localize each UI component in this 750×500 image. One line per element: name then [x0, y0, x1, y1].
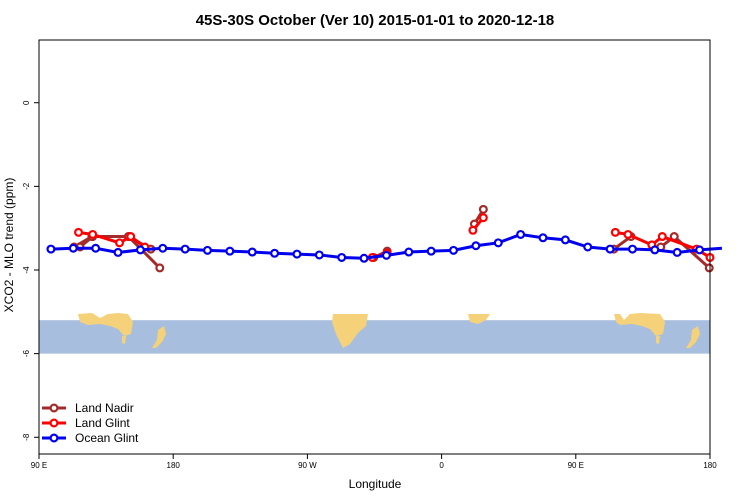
x-tick-label: 180: [167, 461, 181, 470]
data-point: [115, 238, 125, 248]
plot-frame: [38, 39, 711, 455]
data-point: [158, 243, 168, 253]
data-point: [404, 247, 414, 257]
data-point: [292, 249, 302, 259]
data-point: [68, 243, 78, 253]
y-tick-label: -2: [22, 182, 31, 190]
y-axis-ticks: 0 -2 -4 -6 -8: [22, 100, 39, 441]
legend-label: Land Glint: [75, 416, 130, 430]
data-point: [627, 244, 637, 254]
data-point: [449, 245, 459, 255]
legend-label: Land Nadir: [75, 401, 134, 415]
data-point: [478, 213, 488, 223]
map-land-6: [656, 336, 660, 344]
data-point: [113, 247, 123, 257]
map-ocean: [39, 320, 710, 354]
x-axis-ticks: 90 E 180 90 W 0 90 E 180: [31, 454, 717, 470]
data-point: [695, 245, 705, 255]
x-tick-label: 90 W: [298, 461, 317, 470]
data-point: [88, 229, 98, 239]
data-point: [610, 227, 620, 237]
data-point: [471, 241, 481, 251]
data-point: [650, 245, 660, 255]
data-point: [493, 238, 503, 248]
map-land-1: [122, 336, 126, 344]
data-point: [538, 233, 548, 243]
map-band: [39, 313, 710, 354]
data-point: [605, 244, 615, 254]
y-tick-label: -8: [22, 433, 31, 441]
y-axis-label: XCO2 - MLO trend (ppm): [2, 178, 16, 313]
data-point: [91, 243, 101, 253]
series-ocean-glint: [46, 229, 723, 263]
data-point: [516, 229, 526, 239]
legend-label: Ocean Glint: [75, 431, 139, 445]
data-point: [672, 247, 682, 257]
y-tick-label: 0: [22, 100, 31, 105]
map-land-0: [78, 313, 133, 336]
data-point: [359, 253, 369, 263]
data-point: [126, 232, 136, 242]
map-land-4: [468, 314, 490, 324]
data-point: [155, 263, 165, 273]
x-tick-label: 90 E: [568, 461, 584, 470]
legend-swatch-marker: [49, 403, 59, 413]
data-point: [381, 250, 391, 260]
x-tick-label: 90 E: [31, 461, 47, 470]
y-tick-label: -6: [22, 350, 31, 358]
map-land-5: [614, 313, 665, 336]
series-land-nadir: [69, 204, 714, 273]
data-point: [657, 232, 667, 242]
data-point: [135, 245, 145, 255]
x-axis-label: Longitude: [349, 477, 402, 491]
data-point: [583, 242, 593, 252]
data-point: [337, 252, 347, 262]
data-point: [225, 246, 235, 256]
map-land-7: [686, 326, 700, 348]
legend-swatch-marker: [49, 433, 59, 443]
data-point: [46, 244, 56, 254]
series-layer: [46, 204, 723, 273]
y-tick-label: -4: [22, 266, 31, 274]
map-land-3: [332, 314, 368, 348]
x-tick-label: 180: [703, 461, 717, 470]
data-point: [478, 204, 488, 214]
map-land-2: [152, 326, 166, 348]
legend-swatch-marker: [49, 418, 59, 428]
data-point: [426, 246, 436, 256]
data-point: [468, 225, 478, 235]
data-point: [202, 245, 212, 255]
data-point: [74, 227, 84, 237]
chart-title: 45S-30S October (Ver 10) 2015-01-01 to 2…: [196, 12, 555, 29]
data-point: [247, 247, 257, 257]
data-point: [704, 263, 714, 273]
data-point: [623, 229, 633, 239]
data-point: [270, 248, 280, 258]
data-point: [560, 235, 570, 245]
data-point: [180, 244, 190, 254]
data-point: [314, 250, 324, 260]
x-tick-label: 0: [439, 461, 444, 470]
